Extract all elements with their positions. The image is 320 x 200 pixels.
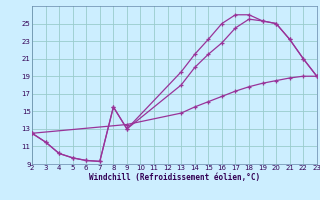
X-axis label: Windchill (Refroidissement éolien,°C): Windchill (Refroidissement éolien,°C) [89, 173, 260, 182]
